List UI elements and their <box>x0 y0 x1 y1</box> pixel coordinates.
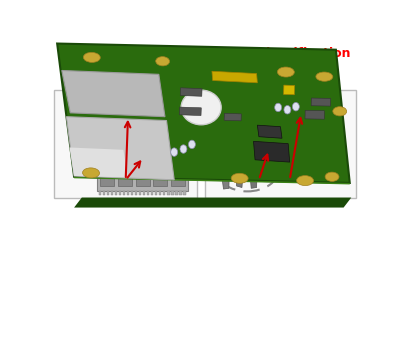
Bar <box>123 191 126 195</box>
Bar <box>159 191 162 195</box>
Bar <box>133 119 138 123</box>
Bar <box>305 110 324 119</box>
Ellipse shape <box>316 72 333 81</box>
Polygon shape <box>70 147 128 177</box>
Bar <box>163 191 166 195</box>
Bar <box>83 144 87 149</box>
Ellipse shape <box>82 168 100 178</box>
Polygon shape <box>62 70 165 117</box>
Bar <box>75 127 80 131</box>
Bar <box>284 85 295 95</box>
Bar <box>175 191 178 195</box>
Bar <box>135 191 138 195</box>
Bar <box>126 144 130 149</box>
Polygon shape <box>234 102 245 145</box>
Polygon shape <box>66 117 174 180</box>
Ellipse shape <box>284 106 291 114</box>
Polygon shape <box>74 197 351 208</box>
Ellipse shape <box>333 107 347 116</box>
Bar <box>151 191 154 195</box>
Bar <box>97 160 188 191</box>
Ellipse shape <box>297 176 314 186</box>
Ellipse shape <box>277 67 294 77</box>
Polygon shape <box>254 141 290 162</box>
Bar <box>90 107 123 134</box>
Bar <box>180 88 202 96</box>
Ellipse shape <box>156 57 170 66</box>
Bar <box>80 97 133 144</box>
Bar <box>171 169 185 186</box>
Bar <box>100 144 104 149</box>
Bar <box>133 136 138 140</box>
Text: Complex shape
recognition: Complex shape recognition <box>72 47 179 76</box>
Bar <box>155 191 158 195</box>
Polygon shape <box>257 125 282 138</box>
Polygon shape <box>74 177 350 184</box>
Ellipse shape <box>180 145 187 153</box>
Bar <box>115 191 118 195</box>
Polygon shape <box>249 150 257 188</box>
Bar <box>136 169 150 186</box>
Bar <box>183 191 186 195</box>
Polygon shape <box>212 71 257 83</box>
Ellipse shape <box>292 103 299 111</box>
Bar <box>117 144 121 149</box>
Bar <box>111 191 114 195</box>
FancyBboxPatch shape <box>263 160 318 177</box>
Bar <box>127 191 130 195</box>
Bar <box>103 191 106 195</box>
Bar <box>118 169 132 186</box>
Bar <box>154 169 167 186</box>
Bar <box>126 92 130 97</box>
Bar <box>147 191 150 195</box>
Ellipse shape <box>188 140 195 149</box>
Bar <box>92 144 96 149</box>
FancyBboxPatch shape <box>54 90 196 197</box>
Bar <box>143 191 146 195</box>
Bar <box>180 107 201 116</box>
Polygon shape <box>57 43 350 183</box>
Bar <box>107 191 110 195</box>
Bar <box>92 92 96 97</box>
Bar <box>119 191 122 195</box>
Bar <box>131 191 134 195</box>
Bar <box>133 102 138 106</box>
Bar <box>311 98 330 106</box>
Polygon shape <box>248 102 259 145</box>
Text: Image classification
(flaw detection): Image classification (flaw detection) <box>211 47 350 76</box>
Bar <box>75 111 80 114</box>
Bar <box>83 92 87 97</box>
Bar <box>100 92 104 97</box>
Bar <box>75 119 80 123</box>
Ellipse shape <box>181 90 221 125</box>
Polygon shape <box>220 102 231 145</box>
Ellipse shape <box>275 103 282 112</box>
FancyBboxPatch shape <box>263 114 306 131</box>
Ellipse shape <box>171 148 178 156</box>
Text: Good: Good <box>268 116 301 128</box>
Bar <box>139 191 142 195</box>
Polygon shape <box>235 151 244 188</box>
Bar <box>109 92 113 97</box>
Bar <box>100 169 114 186</box>
Bar <box>179 191 182 195</box>
Bar <box>133 111 138 114</box>
Circle shape <box>236 175 240 178</box>
FancyBboxPatch shape <box>205 90 356 197</box>
Text: Defective: Defective <box>260 162 320 175</box>
Ellipse shape <box>231 173 248 183</box>
Ellipse shape <box>255 163 263 173</box>
Bar <box>75 136 80 140</box>
Ellipse shape <box>83 52 100 62</box>
Ellipse shape <box>325 172 339 181</box>
Bar <box>224 113 241 121</box>
Bar <box>171 191 174 195</box>
Bar <box>99 191 102 195</box>
Bar <box>117 92 121 97</box>
Bar <box>75 102 80 106</box>
Bar <box>109 144 113 149</box>
Bar <box>133 127 138 131</box>
Polygon shape <box>220 148 230 189</box>
Bar <box>167 191 170 195</box>
